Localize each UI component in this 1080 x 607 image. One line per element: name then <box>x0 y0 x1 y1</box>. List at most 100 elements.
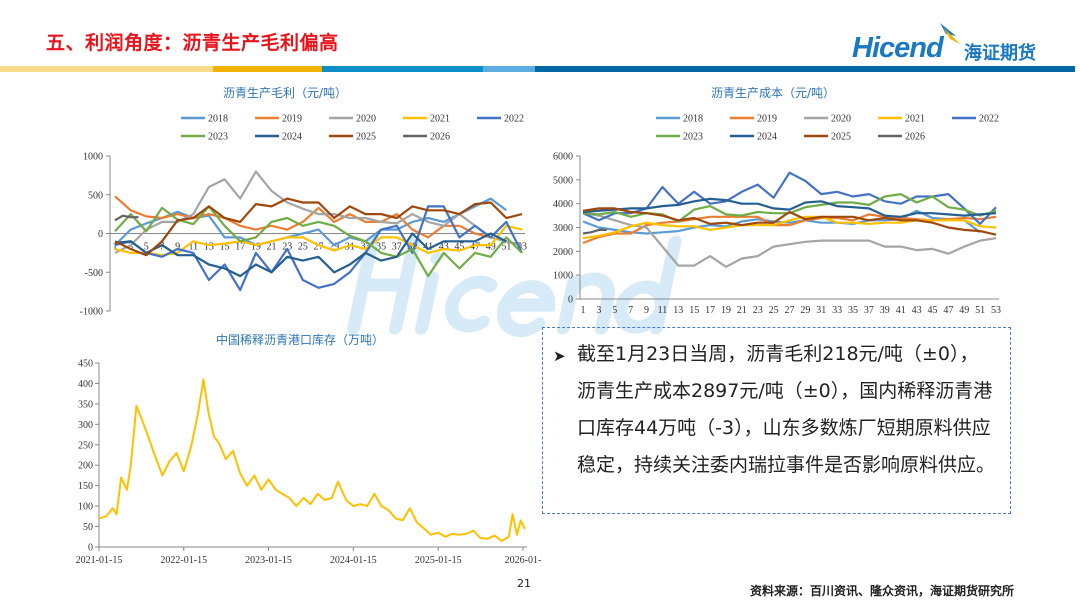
x-tick-label: 17 <box>705 305 715 316</box>
x-tick-label: 37 <box>864 305 874 316</box>
x-tick-label: 3 <box>596 305 601 316</box>
x-tick-label: 33 <box>360 242 370 253</box>
x-tick-label: 21 <box>267 242 277 253</box>
x-tick-label: 19 <box>251 242 261 253</box>
y-tick-label: 0 <box>568 295 573 306</box>
legend-label-2022: 2022 <box>504 114 524 125</box>
x-tick-label: 51 <box>975 305 985 316</box>
y-tick-label: -1000 <box>80 307 103 318</box>
x-tick-label: 21 <box>737 305 747 316</box>
cost-chart-title: 沥青生产成本（元/吨） <box>711 86 835 100</box>
series-line-2020 <box>582 212 997 268</box>
series-line-2026 <box>114 214 139 222</box>
y-tick-label: 250 <box>78 440 93 451</box>
legend-label-2025: 2025 <box>356 132 376 143</box>
x-tick-label: 7 <box>628 305 633 316</box>
series-line-2022 <box>114 205 523 292</box>
legend-label-2026: 2026 <box>430 132 450 143</box>
x-tick-label: 13 <box>673 305 683 316</box>
x-tick-label: 13 <box>204 242 214 253</box>
y-tick-label: 5000 <box>553 175 573 186</box>
x-tick-label: 53 <box>991 305 1001 316</box>
y-tick-label: -500 <box>85 268 103 279</box>
series-line-2024 <box>582 197 997 218</box>
x-tick-label: 2025-01-15 <box>415 555 462 566</box>
x-tick-label: 25 <box>769 305 779 316</box>
y-tick-label: 1000 <box>83 152 103 163</box>
legend-label-2019: 2019 <box>757 114 777 125</box>
x-tick-label: 39 <box>880 305 890 316</box>
legend-label-2020: 2020 <box>831 114 851 125</box>
x-tick-label: 2022-01-15 <box>160 555 207 566</box>
legend-label-2026: 2026 <box>905 132 925 143</box>
x-tick-label: 5 <box>612 305 617 316</box>
x-tick-label: 45 <box>927 305 937 316</box>
y-tick-label: 6000 <box>553 152 573 163</box>
series-line-2026 <box>582 228 607 235</box>
legend-label-2020: 2020 <box>356 114 376 125</box>
x-tick-label: 37 <box>392 242 402 253</box>
y-tick-label: 50 <box>83 522 93 533</box>
x-tick-label: 29 <box>800 305 810 316</box>
series-line-2023 <box>114 205 523 278</box>
y-tick-label: 2000 <box>553 247 573 258</box>
summary-text: 截至1月23日当周，沥青毛利218元/吨（±0），沥青生产成本2897元/吨（±… <box>577 343 996 476</box>
x-tick-label: 43 <box>439 242 449 253</box>
x-tick-label: 11 <box>188 242 198 253</box>
y-tick-label: 500 <box>88 190 103 201</box>
x-tick-label: 49 <box>959 305 969 316</box>
x-tick-label: 23 <box>753 305 763 316</box>
x-tick-label: 41 <box>896 305 906 316</box>
company-logo: Hicend 海证期货 <box>852 22 1052 66</box>
y-tick-label: 100 <box>78 502 93 513</box>
x-tick-label: 39 <box>407 242 417 253</box>
series-line-2021 <box>114 224 523 257</box>
x-tick-label: 17 <box>235 242 245 253</box>
x-tick-label: 35 <box>848 305 858 316</box>
band-segment <box>213 66 322 72</box>
x-tick-label: 1 <box>113 242 118 253</box>
x-tick-label: 2024-01-15 <box>330 555 377 566</box>
x-tick-label: 9 <box>175 242 180 253</box>
x-tick-label: 33 <box>832 305 842 316</box>
x-tick-label: 19 <box>721 305 731 316</box>
band-segment <box>322 66 483 72</box>
legend-label-2019: 2019 <box>282 114 302 125</box>
series-line-2024 <box>114 232 507 278</box>
x-tick-label: 15 <box>689 305 699 316</box>
band-segment <box>535 66 1075 72</box>
slide-title: 五、利润角度：沥青生产毛利偏高 <box>46 32 339 54</box>
series-line-2025 <box>114 197 523 257</box>
y-tick-label: 0 <box>98 229 103 240</box>
legend-label-2023: 2023 <box>208 132 228 143</box>
legend-label-2018: 2018 <box>683 114 703 125</box>
data-source: 资料来源：百川资讯、隆众资讯，海证期货研究所 <box>749 584 1014 598</box>
y-tick-label: 350 <box>78 399 93 410</box>
y-tick-label: 1000 <box>553 271 573 282</box>
x-tick-label: 29 <box>329 242 339 253</box>
y-tick-label: 4000 <box>553 199 573 210</box>
y-tick-label: 200 <box>78 461 93 472</box>
x-tick-label: 43 <box>912 305 922 316</box>
x-tick-label: 7 <box>159 242 164 253</box>
x-tick-label: 45 <box>454 242 464 253</box>
legend-label-2023: 2023 <box>683 132 703 143</box>
legend-label-2021: 2021 <box>430 114 450 125</box>
x-tick-label: 15 <box>220 242 230 253</box>
y-tick-label: 3000 <box>553 223 573 234</box>
x-tick-label: 47 <box>470 242 480 253</box>
x-tick-label: 2021-01-15 <box>76 555 123 566</box>
x-tick-label: 1 <box>581 305 586 316</box>
x-tick-label: 53 <box>517 242 527 253</box>
x-tick-label: 23 <box>282 242 292 253</box>
series-line-2025 <box>582 207 997 236</box>
series-line-2022 <box>582 171 997 225</box>
legend-label-2021: 2021 <box>905 114 925 125</box>
band-segment <box>0 66 213 72</box>
x-tick-label: 2023-01-15 <box>245 555 292 566</box>
series-line-2021 <box>582 215 997 240</box>
x-tick-label: 27 <box>785 305 795 316</box>
arrow-bullet-icon: ➤ <box>553 347 566 365</box>
